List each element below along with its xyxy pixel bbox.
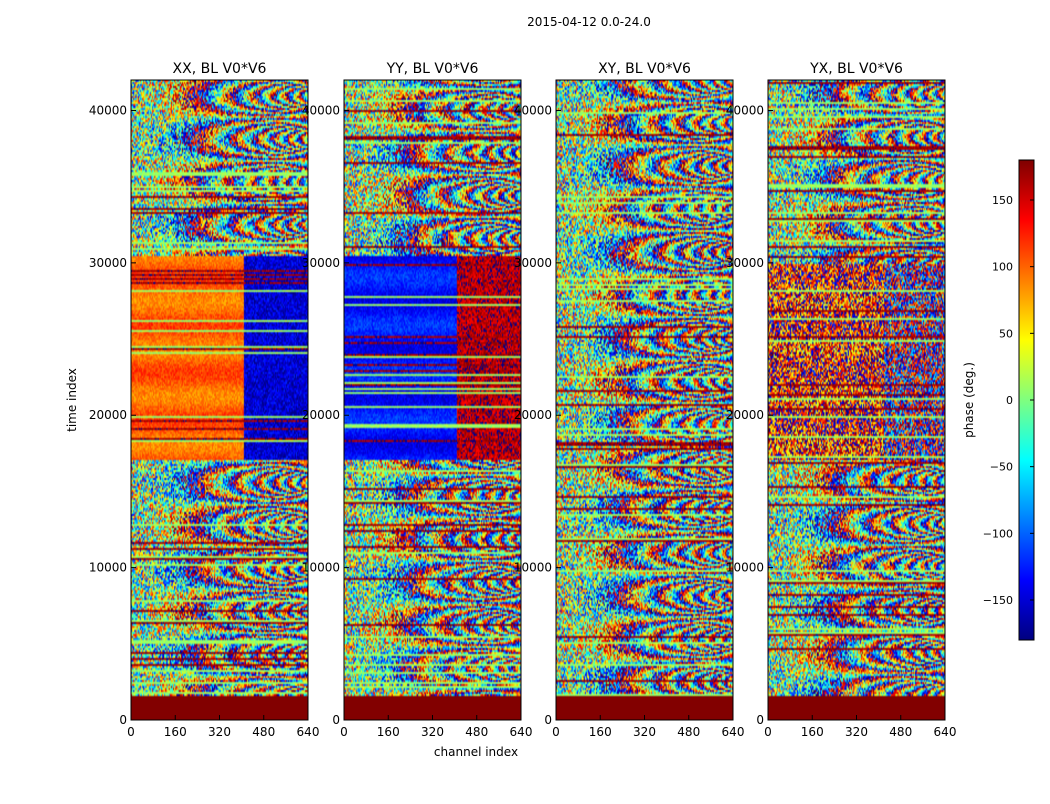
y-tick-label: 10000 (726, 561, 764, 575)
y-tick-label: 0 (332, 713, 340, 727)
panel-title: YY, BL V0*V6 (386, 61, 479, 77)
x-axis-label: channel index (434, 745, 518, 759)
x-tick-label: 480 (465, 725, 488, 739)
y-tick-label: 10000 (89, 561, 127, 575)
y-tick-label: 0 (119, 713, 127, 727)
y-tick-label: 0 (756, 713, 764, 727)
x-tick-label: 0 (764, 725, 772, 739)
x-tick-label: 160 (801, 725, 824, 739)
colorbar: −150 −100 −50 0 50 100 150 phase (deg.) (962, 159, 1035, 641)
heatmap-1 (344, 80, 521, 720)
y-tick-label: 0 (544, 713, 552, 727)
x-tick-label: 160 (164, 725, 187, 739)
y-tick-label: 30000 (302, 256, 340, 270)
colorbar-tick-label: −100 (983, 527, 1013, 540)
y-tick-label: 20000 (726, 408, 764, 422)
y-tick-label: 20000 (514, 408, 552, 422)
panel-3: YX, BL V0*V6 0 160 320 480 640 0 10000 20000 3000… (726, 61, 957, 739)
colorbar-tick-label: −50 (990, 461, 1013, 474)
colorbar-tick-label: 0 (1006, 394, 1013, 407)
colorbar-tick-label: −150 (983, 594, 1013, 607)
heatmap-3 (768, 80, 945, 720)
y-tick-label: 20000 (302, 408, 340, 422)
x-tick-label: 0 (552, 725, 560, 739)
x-tick-label: 480 (889, 725, 912, 739)
y-tick-label: 10000 (302, 561, 340, 575)
x-tick-label: 640 (934, 725, 957, 739)
y-tick-label: 40000 (726, 103, 764, 117)
x-tick-label: 320 (845, 725, 868, 739)
x-tick-label: 480 (677, 725, 700, 739)
panel-title: XY, BL V0*V6 (598, 61, 691, 77)
y-tick-label: 40000 (302, 103, 340, 117)
x-tick-label: 160 (589, 725, 612, 739)
x-tick-label: 320 (633, 725, 656, 739)
panel-2: XY, BL V0*V6 0 160 320 480 640 0 10000 20000 3000… (514, 61, 745, 739)
panel-0: XX, BL V0*V6 0 160 320 480 640 0 10000 20000 3000… (65, 61, 319, 739)
colorbar-tick-label: 150 (992, 194, 1013, 207)
colorbar-tick-label: 50 (999, 327, 1013, 340)
colorbar-label: phase (deg.) (962, 362, 976, 438)
x-tick-label: 640 (510, 725, 533, 739)
y-tick-label: 20000 (89, 408, 127, 422)
y-tick-label: 30000 (89, 256, 127, 270)
heatmap-0 (131, 80, 308, 720)
heatmap-2 (556, 80, 733, 720)
y-tick-label: 10000 (514, 561, 552, 575)
x-tick-label: 320 (208, 725, 231, 739)
x-tick-label: 0 (340, 725, 348, 739)
y-tick-label: 30000 (726, 256, 764, 270)
panel-1: YY, BL V0*V6 0 160 320 480 640 0 10000 20000 3000… (302, 61, 533, 759)
figure-title: 2015-04-12 0.0-24.0 (527, 15, 651, 29)
y-tick-label: 40000 (514, 103, 552, 117)
x-tick-label: 0 (127, 725, 135, 739)
y-tick-label: 30000 (514, 256, 552, 270)
y-tick-label: 40000 (89, 103, 127, 117)
panel-title: YX, BL V0*V6 (809, 61, 903, 77)
x-tick-label: 320 (421, 725, 444, 739)
panels: XX, BL V0*V6 0 160 320 480 640 0 10000 20000 3000… (65, 61, 956, 759)
x-tick-label: 640 (722, 725, 745, 739)
x-tick-label: 640 (297, 725, 320, 739)
y-axis-label: time index (65, 368, 79, 432)
x-tick-label: 480 (252, 725, 275, 739)
colorbar-tick-label: 100 (992, 261, 1013, 274)
panel-title: XX, BL V0*V6 (173, 61, 267, 77)
x-tick-label: 160 (377, 725, 400, 739)
